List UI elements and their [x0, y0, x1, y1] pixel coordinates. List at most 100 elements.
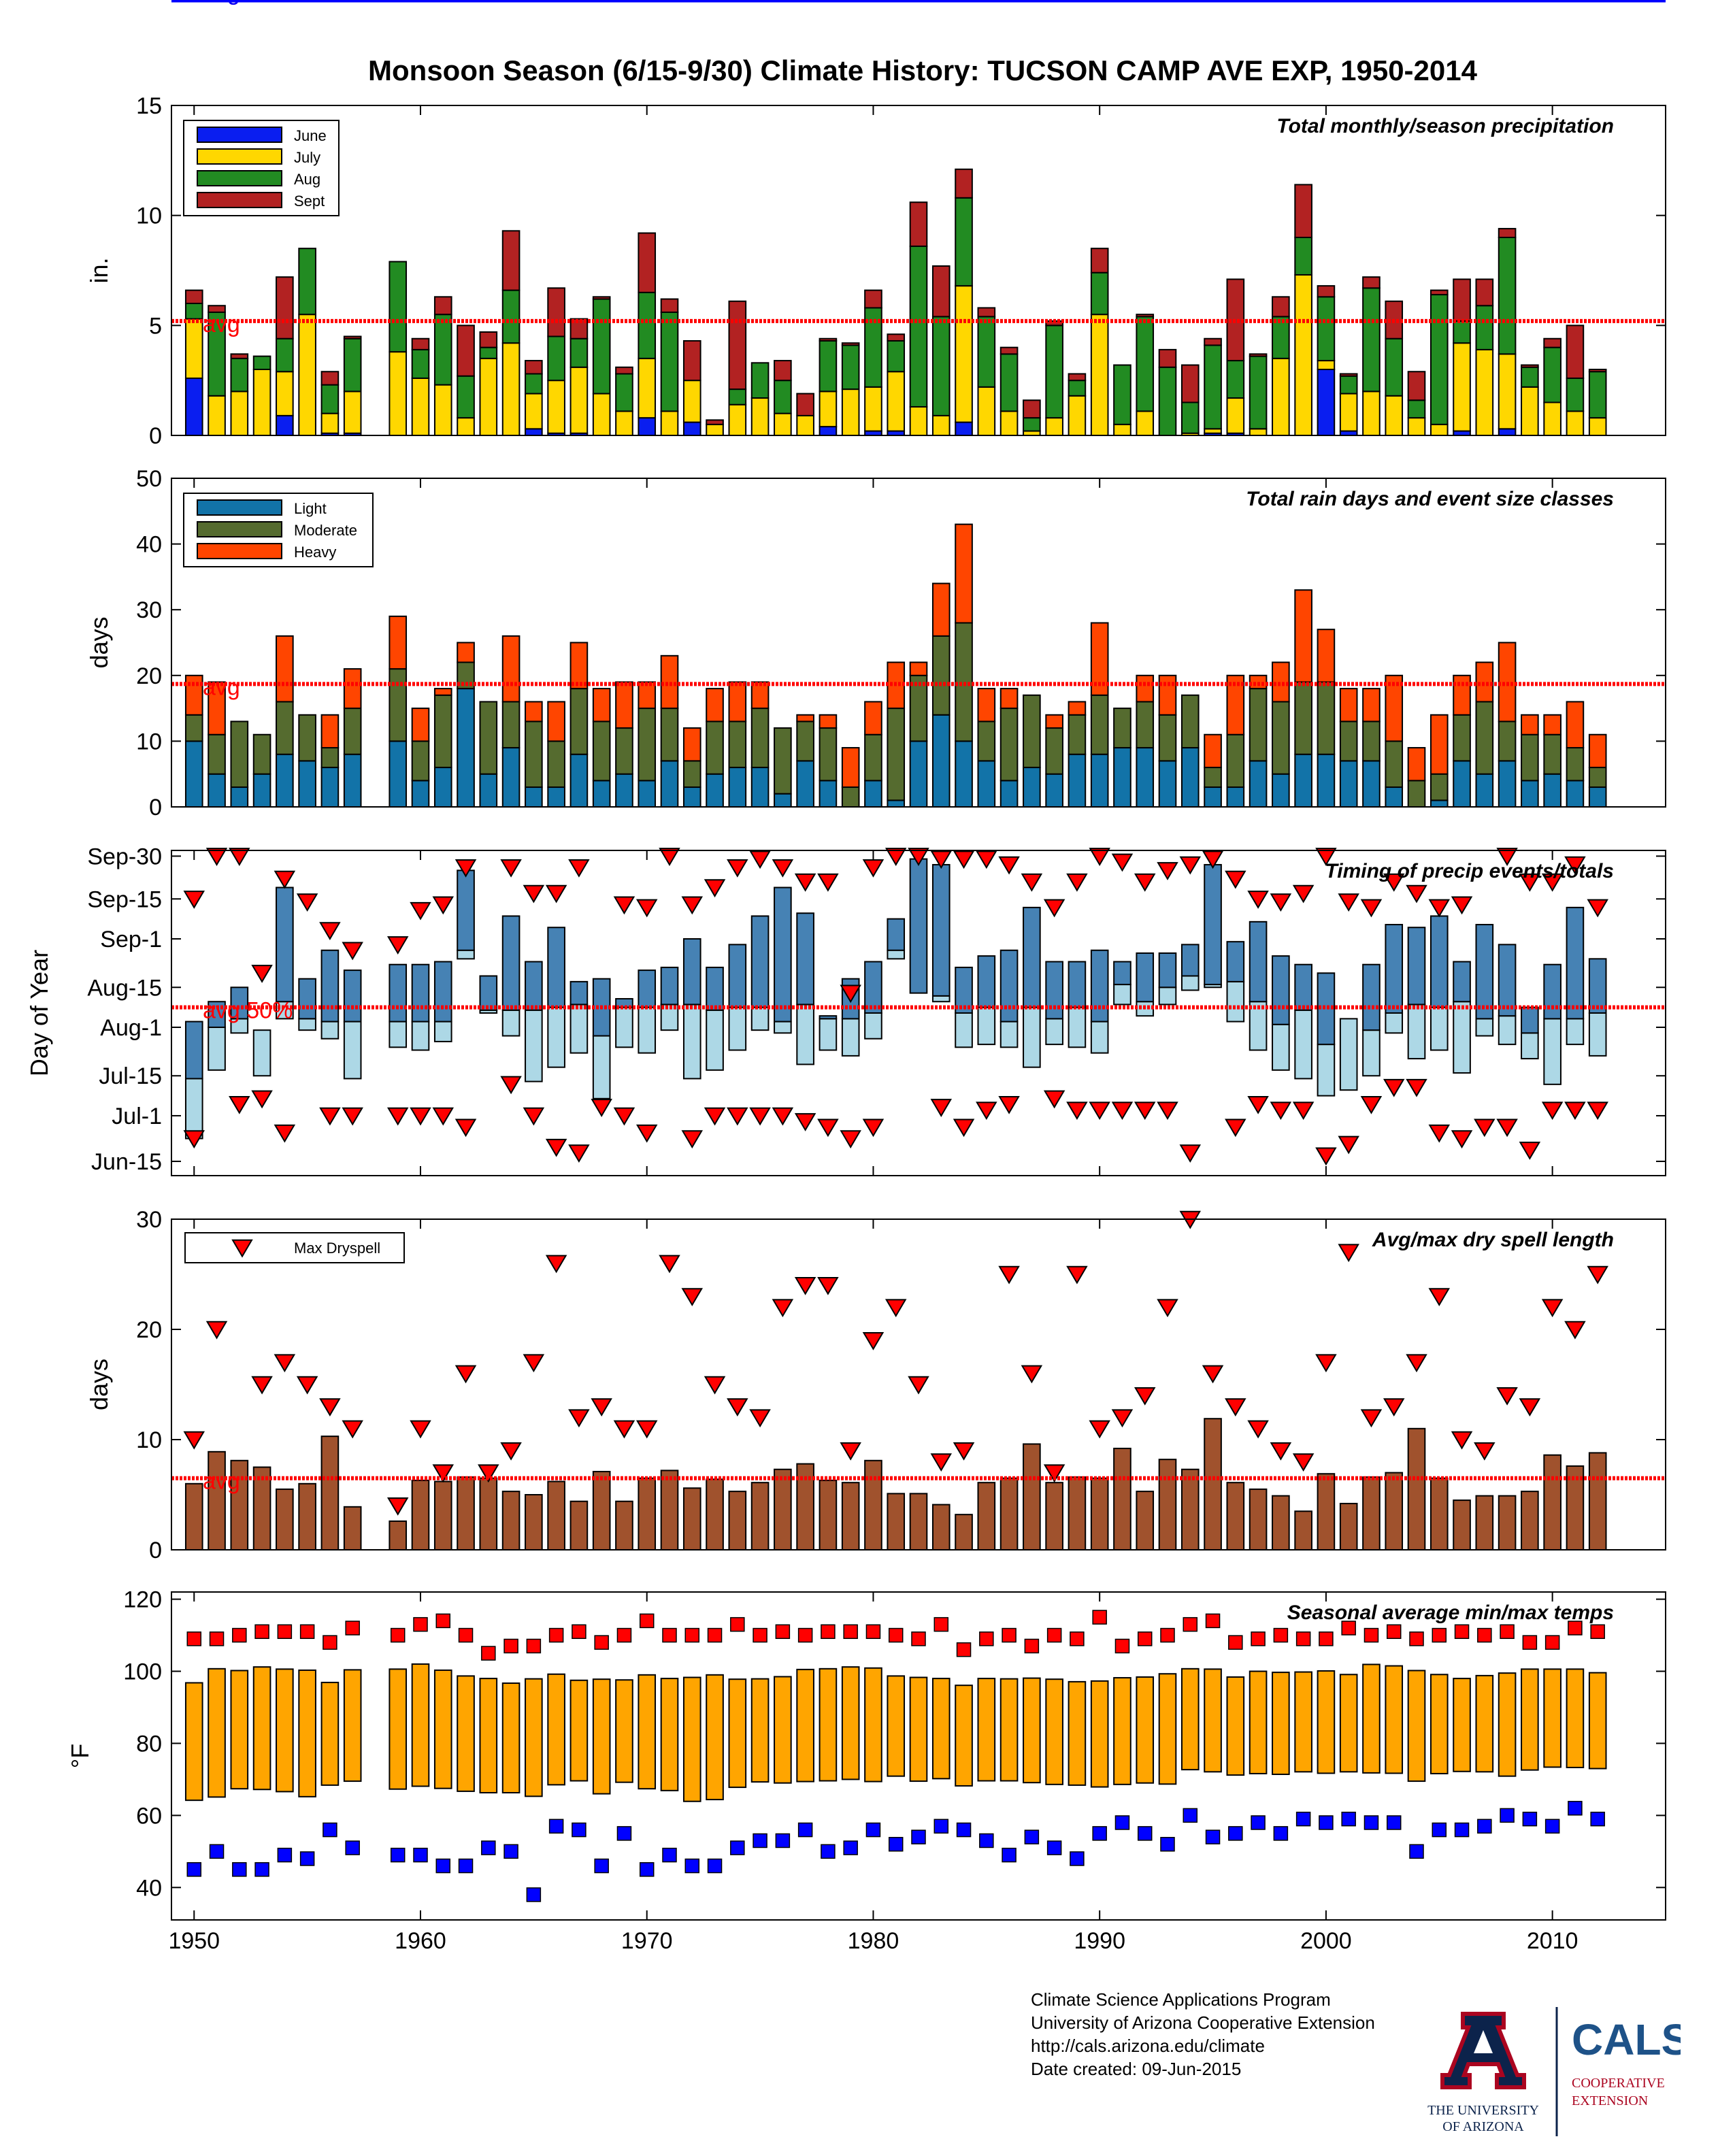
raindays-bar-moderate [1498, 720, 1517, 762]
temps-range-bar [977, 1678, 996, 1782]
dryspell-max-marker [1383, 1398, 1405, 1416]
precip-bar-july [1407, 417, 1426, 437]
temps-tmin-marker [821, 1844, 836, 1859]
precip-bar-july [909, 405, 928, 437]
timing-first-event-marker [976, 1101, 997, 1121]
precip-bar-aug [1294, 237, 1312, 276]
temps-range-bar [1521, 1668, 1539, 1771]
temps-tmin-marker [1295, 1811, 1311, 1827]
precip-bar-july [706, 423, 724, 436]
raindays-bar-moderate [433, 694, 452, 769]
temps-range-bar [1588, 1672, 1607, 1770]
raindays-bar-heavy [1385, 674, 1404, 742]
precip-bar-aug [1068, 380, 1087, 397]
temps-range-bar [276, 1668, 294, 1793]
dryspell-avg-bar [819, 1479, 838, 1550]
raindays-bar-heavy [569, 642, 589, 690]
timing-box-lower [1090, 1021, 1109, 1054]
temps-tmin-marker [390, 1847, 406, 1863]
dryspell-avg-bar [1317, 1473, 1336, 1550]
temps-tmin-marker [1160, 1837, 1175, 1852]
dryspell-avg-bar [1249, 1488, 1268, 1550]
temps-tmin-marker [526, 1887, 542, 1902]
dryspell-max-marker [478, 1464, 499, 1483]
precip-legend-swatch [197, 170, 282, 186]
timing-ytick-label: Sep-1 [100, 927, 162, 952]
raindays-bar-heavy [1521, 714, 1539, 735]
temps-tmin-avg-label: avg Tmin [203, 0, 297, 5]
precip-bar-aug [1339, 375, 1358, 395]
dryspell-max-marker [1157, 1299, 1178, 1318]
timing-box-lower [977, 1006, 996, 1046]
dryspell-avg-bar [1430, 1477, 1449, 1550]
figure-title: Monsoon Season (6/15-9/30) Climate Histo… [368, 54, 1478, 86]
precip-bar-aug [411, 348, 430, 379]
precip-bar-aug [208, 311, 226, 397]
timing-last-event-marker [1292, 884, 1315, 903]
timing-first-event-marker [794, 1113, 816, 1131]
dryspell-max-marker [840, 1442, 861, 1461]
precip-frame [171, 105, 1666, 436]
raindays-bar-moderate [1158, 714, 1177, 762]
raindays-title: Total rain days and event size classes [1246, 488, 1614, 510]
timing-box-lower [457, 949, 475, 960]
dryspell-avg-bar [638, 1477, 657, 1550]
timing-first-event-marker [1111, 1101, 1134, 1121]
precip-bar-aug [1498, 237, 1517, 355]
precip-bar-july [501, 342, 520, 437]
dryspell-avg-bar [931, 1504, 951, 1551]
timing-box-lower [525, 1009, 543, 1082]
temps-tmax-marker [1205, 1613, 1221, 1629]
temps-tmin-marker [548, 1819, 564, 1834]
raindays-bar-light [1294, 753, 1312, 808]
temps-tmax-marker [616, 1627, 632, 1643]
timing-last-event-marker [386, 936, 409, 955]
temps-range-bar [774, 1676, 792, 1784]
dryspell-avg-bar [1090, 1477, 1109, 1550]
timing-first-event-marker [1587, 1101, 1608, 1121]
precip-bar-sept [977, 307, 996, 318]
raindays-bar-moderate [411, 740, 430, 782]
raindays-bar-light [615, 773, 633, 808]
timing-first-event-marker [998, 1095, 1020, 1114]
timing-box-lower [1317, 1044, 1336, 1097]
temps-tmin-marker [1409, 1844, 1424, 1859]
temps-range-bar [796, 1668, 814, 1782]
temps-tmax-marker [1454, 1624, 1470, 1640]
precip-bar-july [1226, 397, 1245, 434]
raindays-bar-light [1453, 760, 1471, 808]
timing-last-event-marker [183, 891, 205, 909]
timing-last-event-marker [523, 884, 545, 903]
timing-box-lower [706, 1009, 724, 1071]
footer-line-url[interactable]: http://cals.arizona.edu/climate [1031, 2036, 1265, 2056]
raindays-bar-heavy [1339, 688, 1358, 723]
precip-bar-aug [389, 261, 408, 353]
temps-tmax-marker [1386, 1624, 1402, 1640]
timing-box-lower [955, 1012, 973, 1048]
dryspell-avg-bar [615, 1500, 633, 1550]
timing-last-event-marker [840, 984, 861, 1004]
dryspell-max-marker [613, 1420, 635, 1439]
temps-tmin-marker [232, 1862, 247, 1877]
x-tick-label: 2010 [1527, 1928, 1579, 1954]
dryspell-avg-bar [1158, 1459, 1177, 1550]
raindays-legend-label: Heavy [294, 544, 336, 561]
precip-panel: 0 5 10 15 in. avg Total monthly/season precipi… [85, 93, 1666, 449]
precip-bar-sept [592, 296, 611, 300]
timing-last-event-marker [1202, 850, 1224, 869]
dryspell-frame [171, 1218, 1666, 1550]
temps-tmax-marker [277, 1624, 293, 1640]
dryspell-avg-bar [230, 1459, 249, 1551]
dryspell-max-marker [1315, 1354, 1337, 1373]
timing-last-event-marker [727, 859, 748, 878]
timing-box-lower [1180, 975, 1200, 991]
temps-tmin-marker [1024, 1829, 1040, 1844]
temps-range-bar [433, 1669, 452, 1789]
temps-ylabel: °F [66, 1744, 94, 1768]
dryspell-avg-bar [1226, 1482, 1245, 1550]
timing-box-lower [1430, 1006, 1449, 1051]
temps-tmin-marker [1341, 1811, 1356, 1827]
dryspell-title: Avg/max dry spell length [1372, 1229, 1614, 1251]
temps-range-bar [750, 1678, 770, 1783]
precip-bar-aug [931, 316, 951, 416]
